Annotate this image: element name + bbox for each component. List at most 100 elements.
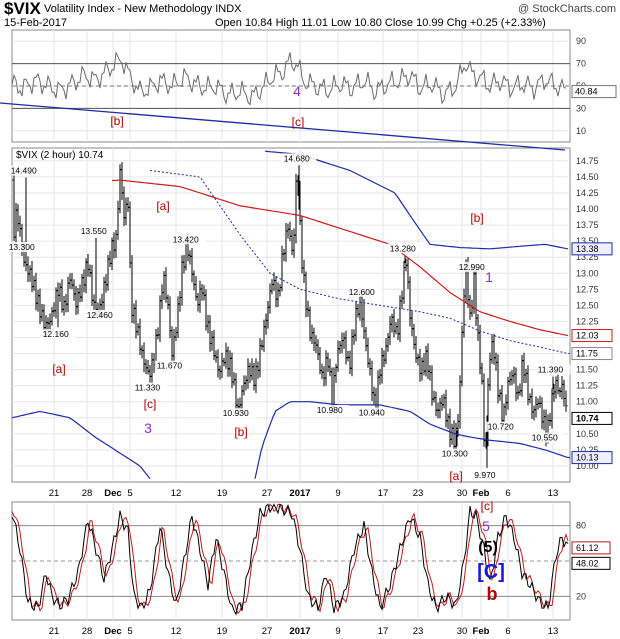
price-extreme-label: 10.940 [359,408,385,418]
price-extreme-label: 13.420 [173,234,199,244]
x-axis-label: 21 [49,626,60,637]
x-axis-label: 6 [505,488,510,499]
x-axis-label: Dec [104,488,121,499]
price-label-bg [356,407,392,418]
price-extreme-label: 9.970 [474,470,496,480]
wave-annotation: 5 [482,518,490,534]
close-value: 10.99 [416,17,444,29]
rsi-tick-label: 90 [576,36,586,46]
price-tick-label: 13.50 [576,236,599,246]
rsi-tick-label: 10 [576,126,586,136]
x-axis-label: 6 [505,626,510,637]
price-extreme-label: 13.280 [390,243,416,253]
x-axis-label: 30 [457,488,468,499]
price-tick-label: 14.75 [576,156,599,166]
bollinger-lower-band-left [11,410,151,480]
price-tick-label: 10.25 [576,445,599,455]
price-tick-label: 10.00 [576,461,599,471]
price-tick-label: 11.00 [576,397,598,407]
description-text: Volatility Index - New Methodology [44,3,213,15]
price-extreme-label: 10.300 [442,449,468,459]
price-right-tag: 10.13 [576,453,599,463]
price-tick-label: 11.50 [576,365,598,375]
bollinger-lower-band-right [254,401,571,479]
price-label-bg [220,408,256,419]
x-axis-label: 27 [262,488,273,499]
price-extreme-label: 10.930 [223,408,249,418]
price-label-bg [281,153,317,164]
x-axis-label: 19 [217,488,228,499]
price-right-tag: 10.74 [576,413,599,423]
price-extreme-label: 11.330 [135,383,161,393]
price-tick-label: 13.75 [576,220,599,230]
x-axis-label: 2017 [289,488,310,499]
price-right-tag: 13.38 [576,244,599,254]
x-axis-label: 9 [335,488,340,499]
x-axis-label: 12 [171,488,182,499]
x-axis-label: 17 [378,488,389,499]
price-tick-label: 14.50 [576,172,599,182]
stoch-tick-label: 80 [576,521,586,531]
price-extreme-label: 12.990 [459,262,485,272]
price-tick-label: 13.25 [576,252,599,262]
price-extreme-label: 11.670 [157,361,183,371]
x-axis-label: 19 [217,626,228,637]
rsi-last-tag-box [571,85,617,99]
price-label-bg [439,448,475,459]
price-label-bg [40,329,76,340]
price-right-tag-box [571,451,613,465]
x-axis-label: 13 [548,488,559,499]
price-right-tag-box [571,242,613,256]
x-axis-label: 5 [127,488,132,499]
price-extreme-label: 10.980 [317,405,343,415]
x-axis-label: 30 [457,626,468,637]
stoch-right-tag: 61.12 [576,543,599,553]
x-axis-label: Dec [104,626,121,637]
x-axis-label: 9 [335,626,340,637]
price-label-bg [78,225,114,236]
price-label-bg [170,234,206,245]
bollinger-middle-band [149,170,571,354]
rsi-line [11,50,567,106]
price-extreme-label: 12.460 [87,310,113,320]
price-label-bg [154,360,190,371]
price-extreme-label: 11.390 [538,365,564,375]
price-label-bg [472,469,502,480]
stoch-tick-label: 20 [576,591,586,601]
price-extreme-label: 12.160 [43,329,69,339]
chart-date: 15-Feb-2017 [4,17,67,29]
price-extreme-label: 14.490 [11,166,37,176]
price-label-bg [6,241,42,252]
rsi-last-value: 40.84 [575,87,598,97]
x-axis-label: 12 [171,626,182,637]
price-right-tag: 12.03 [576,331,599,341]
price-label-bg [535,364,571,375]
price-label-bg [456,261,492,272]
ohlc-stats: Open 10.84 High 11.01 Low 10.80 Close 10… [215,17,546,29]
wave-annotation: (5) [478,539,498,556]
price-label-bg [132,382,168,393]
open-label: Open [215,17,242,29]
x-axis-label: Feb [473,626,490,637]
price-right-tag: 11.75 [576,349,598,359]
x-axis-label: 17 [378,626,389,637]
low-value: 10.80 [354,17,382,29]
chart-symbol: $VIX [4,0,41,18]
high-value: 11.01 [301,17,328,29]
x-axis-label: 2017 [289,626,310,637]
price-label-bg [529,432,565,443]
price-tick-label: 12.75 [576,284,599,294]
chart-description: Volatility Index - New Methodology INDX [44,3,242,15]
stoch-k-line [11,503,569,616]
price-right-tag-box [571,347,613,361]
price-label-bg [485,421,521,432]
x-axis-label: 13 [548,626,559,637]
price-tick-label: 13.00 [576,268,599,278]
close-label: Close [384,17,414,29]
price-tick-label: 12.50 [576,300,599,310]
open-value: 10.84 [244,17,273,29]
exchange-text: INDX [215,3,242,15]
x-axis-label: 28 [82,626,93,637]
price-right-tag-box [571,411,613,425]
